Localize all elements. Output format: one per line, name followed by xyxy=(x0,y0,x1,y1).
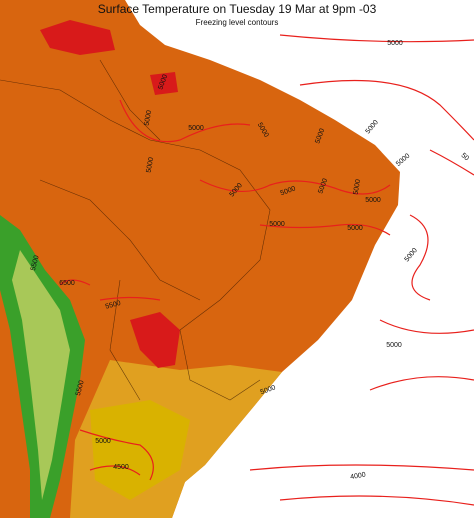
title: Surface Temperature on Tuesday 19 Mar at… xyxy=(98,2,377,16)
contour-label: 5000 xyxy=(347,225,363,232)
contour-label: 5000 xyxy=(365,197,381,204)
contour-label: 5000 xyxy=(157,74,169,91)
contour-label: 5000 xyxy=(188,125,204,132)
andes-high xyxy=(12,250,70,500)
contour-label: 5000 xyxy=(260,384,277,396)
hot-north-2 xyxy=(150,72,178,95)
contour-label: 5000 xyxy=(280,185,297,197)
contour-label: 5500 xyxy=(30,255,41,272)
contour-label: 5000 xyxy=(146,157,156,174)
contour-label: 5000 xyxy=(144,110,154,127)
contour-label: 5000 xyxy=(95,438,111,445)
subtitle: Freezing level contours xyxy=(196,18,279,27)
contour-label: 4500 xyxy=(113,464,129,471)
contour-label: 5000 xyxy=(314,128,326,145)
contour-label: 6500 xyxy=(59,280,75,287)
contour-label: 4000 xyxy=(350,472,367,482)
hot-region xyxy=(130,312,180,368)
contour-label: 5500 xyxy=(105,300,122,311)
contour-label: 5500 xyxy=(75,380,86,397)
contour-line xyxy=(59,34,474,506)
south-yellow xyxy=(90,400,190,500)
contour-label: 5000 xyxy=(353,179,363,196)
contour-label: 5000 xyxy=(317,178,329,195)
contour-label: 5000 xyxy=(387,40,403,47)
contour-label: 50 xyxy=(460,152,471,162)
contour-label: 5000 xyxy=(386,342,402,349)
hot-north xyxy=(40,20,115,55)
land-border xyxy=(0,59,271,401)
contour-label: 5000 xyxy=(269,221,285,228)
